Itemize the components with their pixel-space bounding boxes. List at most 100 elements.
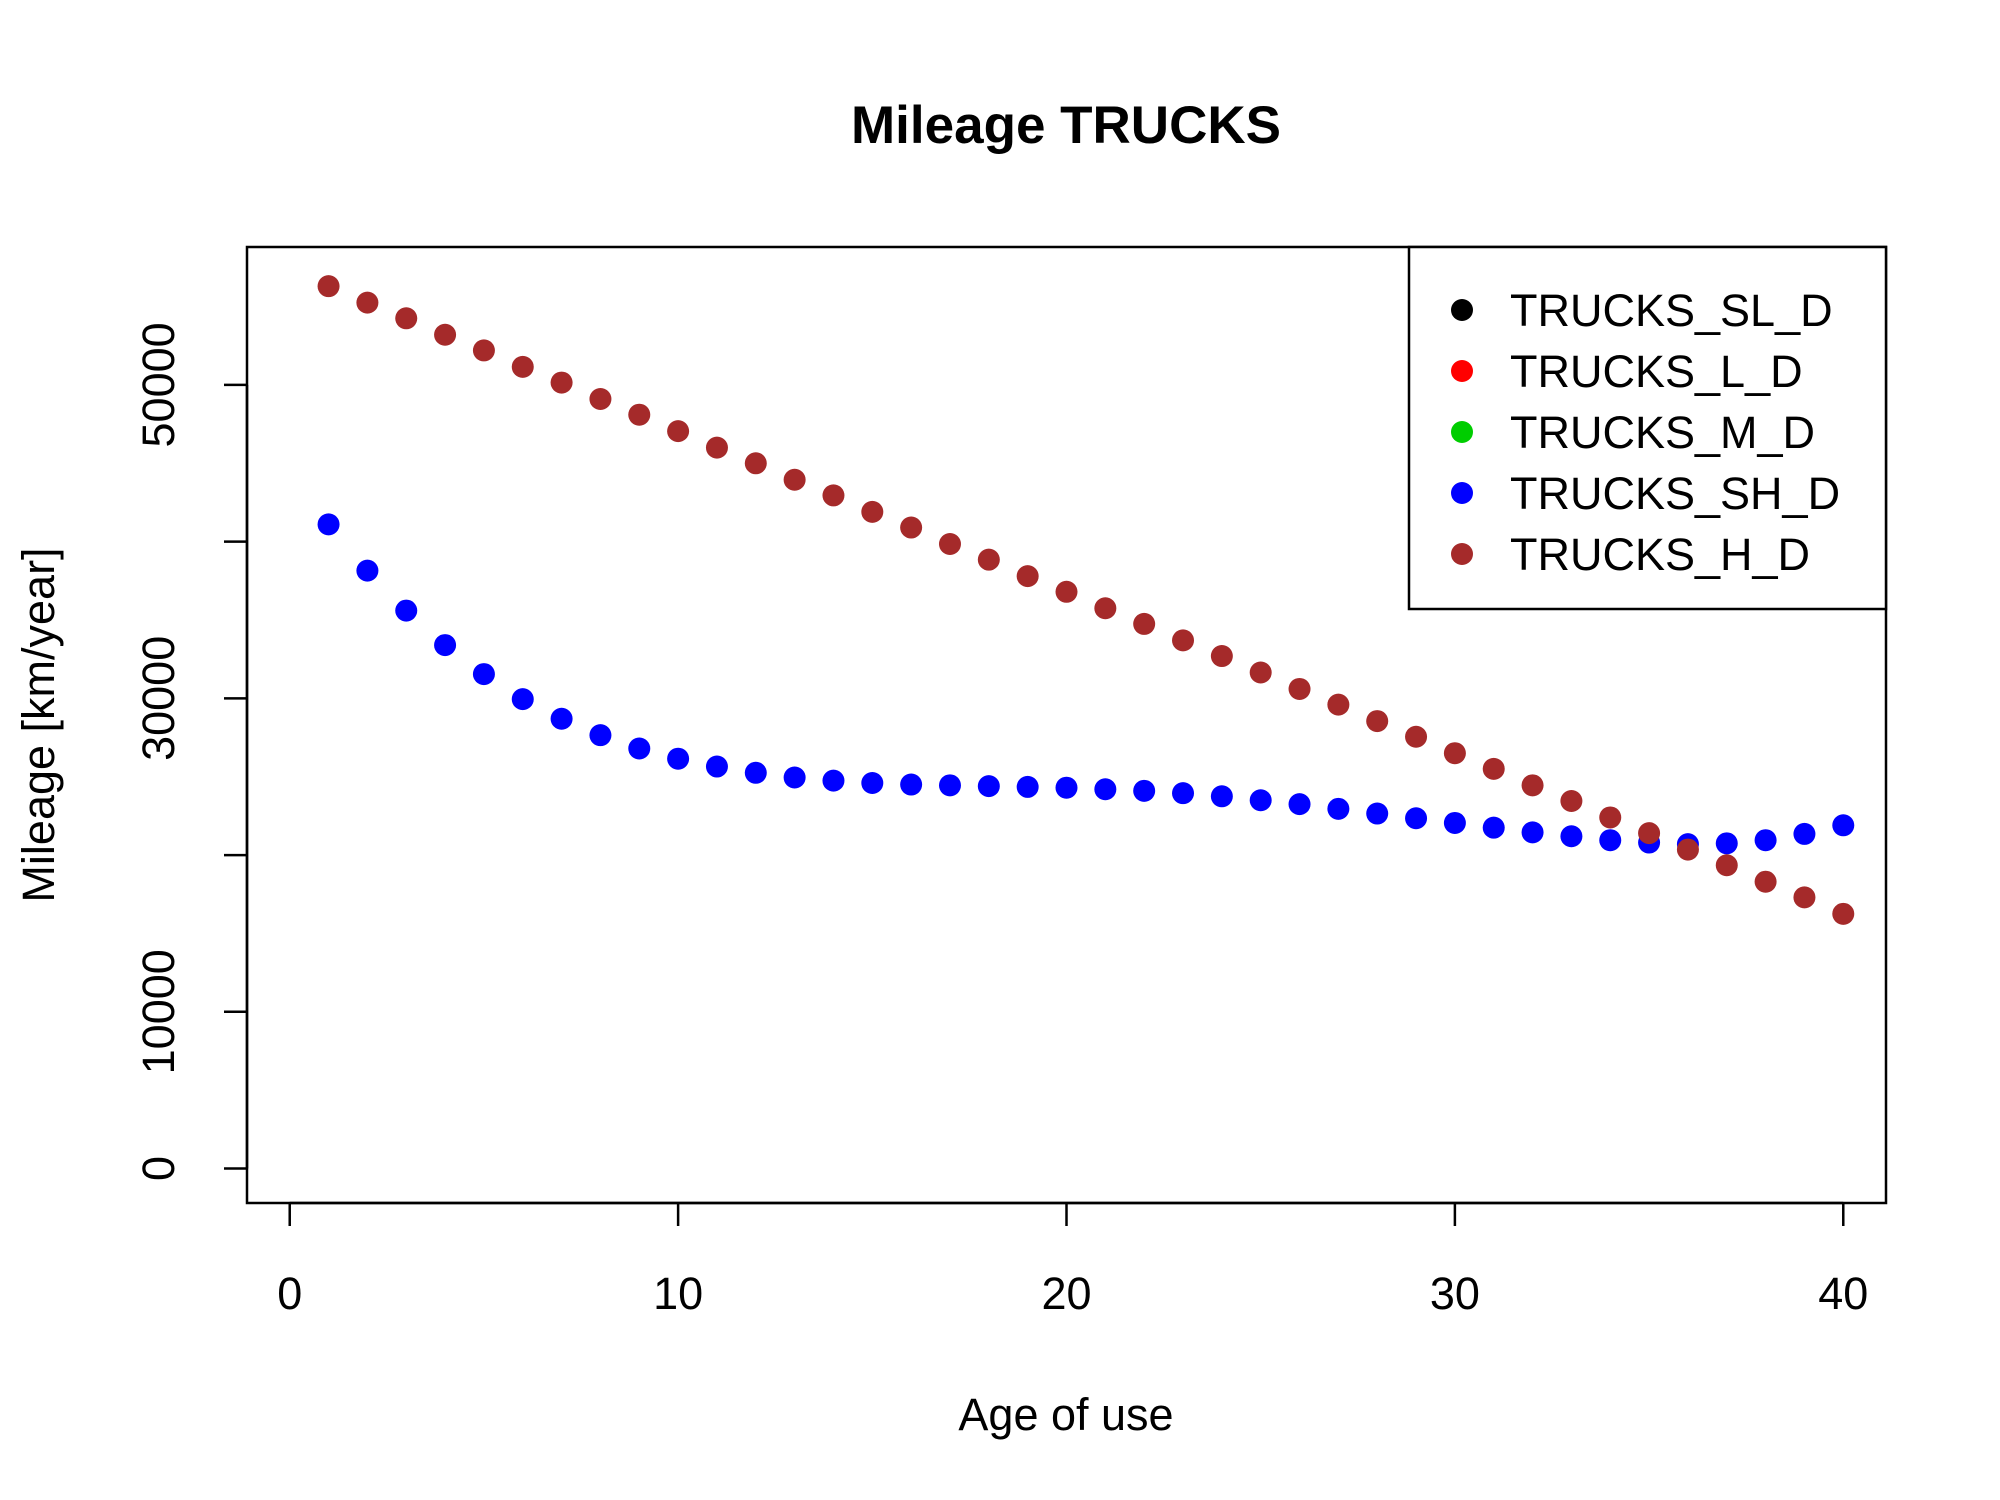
data-point	[511, 688, 534, 711]
data-point	[628, 403, 651, 426]
x-tick-label: 20	[1041, 1268, 1091, 1319]
data-point	[1405, 725, 1428, 748]
data-point	[356, 291, 379, 314]
data-point	[550, 707, 573, 730]
data-point	[1832, 814, 1855, 837]
data-point	[1327, 797, 1350, 820]
data-point	[1521, 774, 1544, 797]
data-point	[1832, 902, 1855, 925]
data-point	[1599, 806, 1622, 829]
data-point	[317, 513, 340, 536]
x-tick-label: 10	[653, 1268, 703, 1319]
y-axis-label: Mileage [km/year]	[13, 547, 64, 902]
x-tick-label: 0	[277, 1268, 302, 1319]
data-point	[628, 737, 651, 760]
data-point	[395, 307, 418, 330]
data-point	[705, 755, 728, 778]
x-axis-label: Age of use	[958, 1389, 1173, 1440]
data-point	[550, 371, 573, 394]
data-point	[900, 773, 923, 796]
data-point	[705, 436, 728, 459]
data-point	[977, 548, 1000, 571]
data-point	[667, 747, 690, 770]
y-tick-label: 30000	[133, 636, 184, 761]
data-point	[472, 339, 495, 362]
data-point	[472, 663, 495, 686]
data-point	[1676, 838, 1699, 861]
data-point	[861, 771, 884, 794]
data-point	[589, 724, 612, 747]
data-point	[1094, 778, 1117, 801]
data-point	[1133, 612, 1156, 635]
legend-frame	[1407, 245, 1888, 611]
x-tick-label: 30	[1430, 1268, 1480, 1319]
data-point	[395, 599, 418, 622]
data-point	[511, 355, 534, 378]
data-point	[1210, 645, 1233, 668]
data-point	[1055, 776, 1078, 799]
data-point	[744, 452, 767, 475]
legend-label: TRUCKS_M_D	[1510, 407, 1815, 458]
data-point	[1793, 822, 1816, 845]
data-point	[1016, 565, 1039, 588]
x-tick-label: 40	[1818, 1268, 1868, 1319]
data-point	[1482, 816, 1505, 839]
data-point	[900, 516, 923, 539]
legend-label: TRUCKS_SH_D	[1510, 468, 1840, 519]
data-point	[1210, 785, 1233, 808]
data-point	[1366, 802, 1389, 825]
chart-title: Mileage TRUCKS	[851, 96, 1281, 155]
data-point	[1754, 829, 1777, 852]
data-points	[317, 275, 1855, 925]
data-point	[783, 766, 806, 789]
data-point	[1560, 825, 1583, 848]
legend-marker	[1451, 421, 1473, 443]
data-point	[783, 468, 806, 491]
data-point	[1055, 580, 1078, 603]
data-point	[1715, 832, 1738, 855]
data-point	[1133, 779, 1156, 802]
y-tick-label: 10000	[133, 949, 184, 1074]
data-point	[1288, 793, 1311, 816]
data-point	[1638, 822, 1661, 845]
y-tick-label: 50000	[133, 322, 184, 447]
data-point	[1482, 757, 1505, 780]
data-point	[1172, 629, 1195, 652]
data-point	[1094, 597, 1117, 620]
data-point	[1443, 742, 1466, 765]
data-point	[1172, 782, 1195, 805]
data-point	[1715, 854, 1738, 877]
series-TRUCKS_H_D	[317, 275, 1855, 925]
data-point	[822, 769, 845, 792]
legend-label: TRUCKS_SL_D	[1510, 285, 1833, 336]
data-point	[1288, 677, 1311, 700]
data-point	[667, 420, 690, 443]
data-point	[434, 634, 457, 657]
data-point	[1560, 790, 1583, 813]
data-point	[1599, 829, 1622, 852]
data-point	[1521, 821, 1544, 844]
series-TRUCKS_SH_D	[317, 513, 1855, 856]
y-axis: 0 10000 30000 50000	[133, 322, 249, 1181]
legend-marker	[1451, 543, 1473, 565]
legend-marker	[1451, 482, 1473, 504]
data-point	[938, 532, 961, 555]
data-point	[938, 774, 961, 797]
y-tick-label: 0	[133, 1156, 184, 1181]
legend-marker	[1451, 299, 1473, 321]
data-point	[861, 500, 884, 523]
data-point	[1249, 789, 1272, 812]
data-point	[589, 388, 612, 411]
data-point	[1443, 811, 1466, 834]
data-point	[822, 484, 845, 507]
legend-label: TRUCKS_H_D	[1510, 529, 1810, 580]
data-point	[1793, 886, 1816, 909]
data-point	[977, 775, 1000, 798]
data-point	[317, 275, 340, 298]
data-point	[744, 761, 767, 784]
data-point	[1016, 775, 1039, 798]
legend-label: TRUCKS_L_D	[1510, 346, 1803, 397]
data-point	[434, 323, 457, 346]
data-point	[1249, 661, 1272, 684]
